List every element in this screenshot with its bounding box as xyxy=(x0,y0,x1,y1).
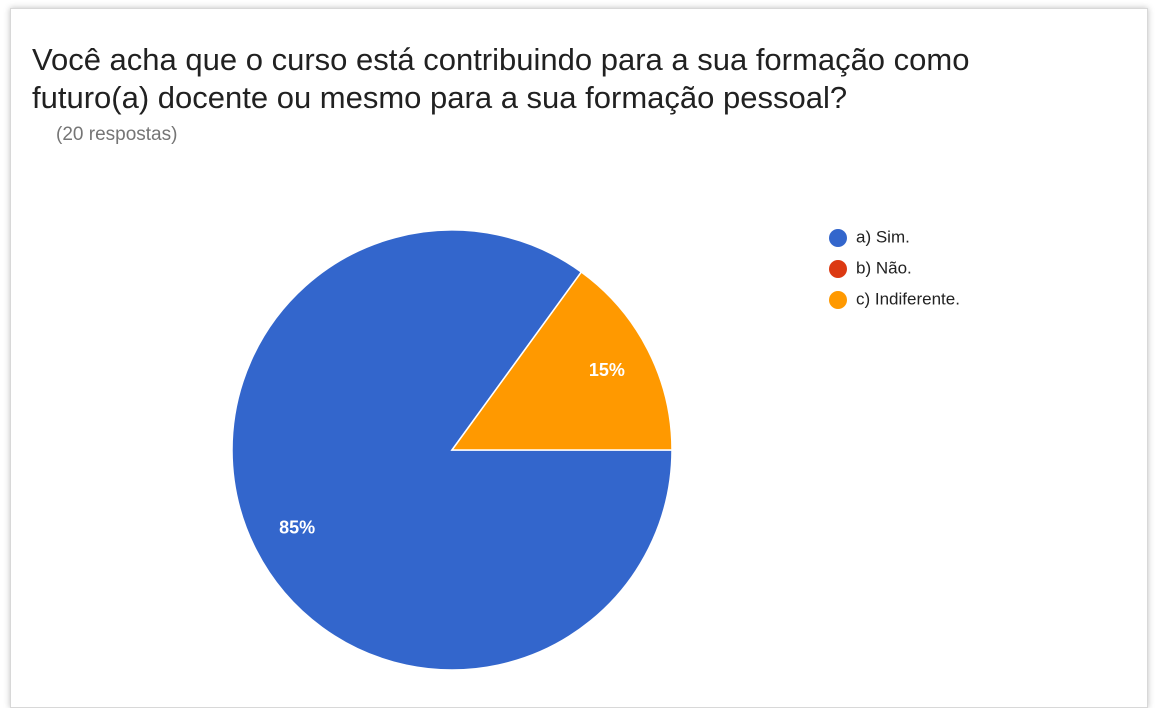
pie-slice xyxy=(450,270,673,451)
legend-swatch xyxy=(829,260,847,278)
slice-label: 85% xyxy=(279,518,315,538)
legend-label: c) Indiferente. xyxy=(856,289,960,308)
legend-swatch xyxy=(829,229,847,247)
chart-title: Você acha que o curso está contribuindo … xyxy=(32,42,969,115)
legend-label: b) Não. xyxy=(856,258,912,277)
slice-label: 15% xyxy=(589,360,625,380)
legend-label: a) Sim. xyxy=(856,227,910,246)
legend-swatch xyxy=(829,291,847,309)
chart-subtitle: (20 respostas) xyxy=(56,124,177,145)
